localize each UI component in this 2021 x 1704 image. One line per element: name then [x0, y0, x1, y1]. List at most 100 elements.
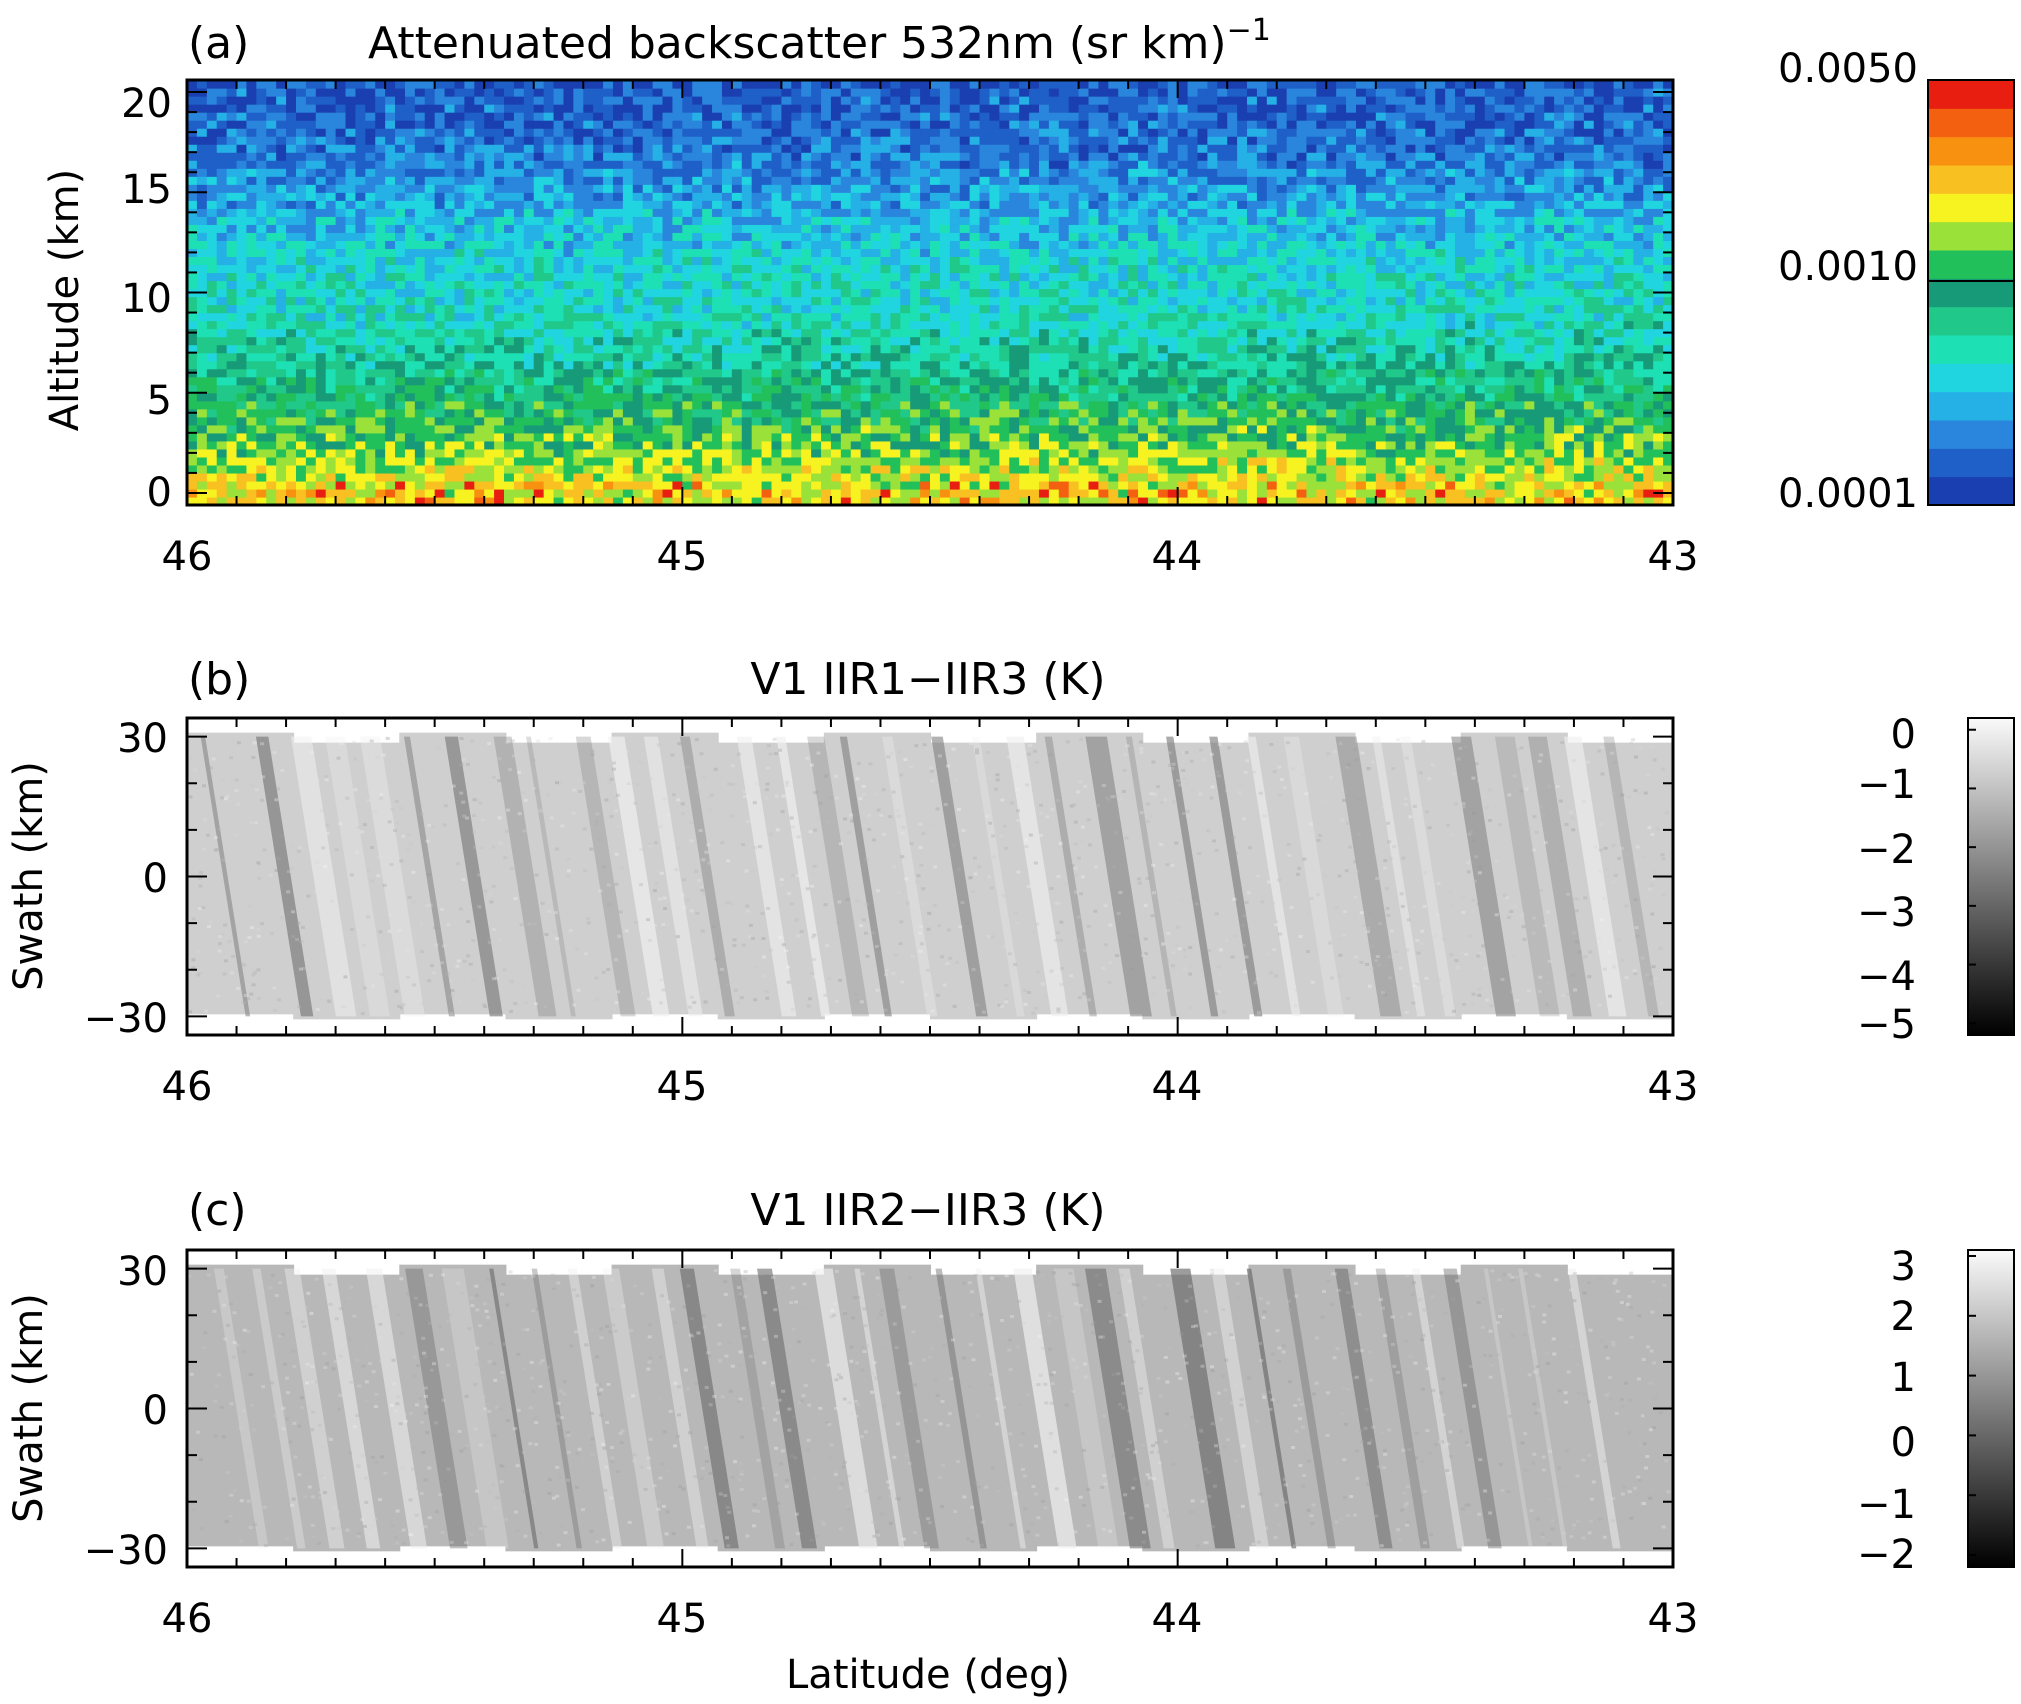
heat-cell [702, 400, 713, 410]
heat-cell [256, 328, 267, 338]
heat-cell [1346, 368, 1357, 378]
heat-cell [1296, 496, 1308, 506]
heat-cell [1593, 472, 1605, 482]
heat-cell [494, 432, 505, 442]
heat-cell [464, 240, 475, 249]
heat-cell [1613, 312, 1625, 322]
heat-cell [999, 352, 1010, 362]
heat-cell [1474, 336, 1486, 346]
heat-cell [781, 304, 792, 314]
heat-cell [345, 456, 357, 466]
heat-cell [1187, 464, 1199, 474]
heat-cell [821, 344, 832, 354]
heat-cell [712, 352, 723, 362]
heat-cell [1455, 392, 1466, 402]
heat-cell [1583, 360, 1595, 370]
heat-cell [543, 240, 555, 249]
heat-cell [721, 352, 733, 362]
heat-cell [434, 336, 446, 346]
heat-cell [1415, 480, 1426, 490]
heat-cell [1266, 368, 1278, 378]
heat-cell [187, 352, 198, 362]
heat-cell [325, 368, 337, 378]
heat-cell [771, 344, 782, 354]
heat-cell [731, 384, 743, 394]
heat-cell [880, 248, 891, 258]
heat-cell [821, 416, 832, 426]
heat-cell [1534, 240, 1545, 249]
heat-cell [870, 280, 882, 290]
heat-cell [1603, 424, 1615, 434]
heat-cell [266, 288, 277, 298]
heat-cell [1494, 448, 1506, 458]
heat-cell [305, 416, 317, 426]
heat-cell [1217, 304, 1228, 314]
heat-cell [989, 264, 1000, 274]
heat-cell [196, 416, 208, 426]
heat-cell [612, 368, 624, 378]
heat-cell [196, 448, 208, 458]
heat-cell [1138, 288, 1149, 298]
heat-cell [1583, 488, 1595, 498]
heat-cell [494, 280, 505, 290]
heat-cell [860, 256, 872, 266]
heat-cell [900, 480, 911, 490]
heat-cell [1197, 496, 1208, 506]
heat-cell [504, 408, 515, 418]
heat-cell [1167, 472, 1179, 482]
heat-cell [553, 264, 565, 274]
heat-cell [999, 368, 1010, 378]
heat-cell [860, 440, 872, 450]
heat-cell [761, 264, 773, 274]
heat-cell [1573, 496, 1585, 506]
heat-cell [1217, 464, 1228, 474]
heat-cell [1217, 344, 1228, 354]
heat-cell [1336, 248, 1347, 258]
heat-cell [781, 256, 792, 266]
heat-cell [910, 304, 921, 314]
heat-cell [642, 384, 654, 394]
heat-cell [880, 336, 891, 346]
heat-cell [474, 360, 485, 370]
heat-cell [1435, 256, 1446, 266]
heat-cell [1256, 280, 1268, 290]
heat-cell [593, 424, 604, 434]
heat-cell [216, 296, 228, 306]
heat-cell [1019, 488, 1030, 498]
heat-cell [712, 392, 723, 402]
heat-cell [1227, 400, 1238, 410]
heat-cell [612, 280, 624, 290]
heat-cell [236, 368, 248, 378]
heat-cell [969, 368, 981, 378]
heat-cell [206, 448, 218, 458]
heat-cell [622, 256, 634, 266]
heat-cell [712, 432, 723, 442]
heat-cell [444, 392, 456, 402]
heat-cell [1128, 296, 1139, 306]
heat-cell [1583, 336, 1595, 346]
heat-cell [335, 352, 347, 362]
heat-cell [1128, 424, 1139, 434]
heat-cell [1573, 336, 1585, 346]
heat-cell [1286, 296, 1298, 306]
heat-cell [325, 312, 337, 322]
heat-cell [682, 368, 693, 378]
heat-cell [632, 400, 644, 410]
heat-cell [959, 472, 971, 482]
heat-cell [1058, 496, 1070, 506]
heat-cell [1118, 440, 1129, 450]
heat-cell [414, 368, 426, 378]
heat-cell [395, 496, 406, 506]
heat-cell [622, 488, 634, 498]
heat-cell [256, 400, 267, 410]
heat-cell [999, 264, 1010, 274]
heat-cell [1633, 472, 1644, 482]
heat-cell [593, 488, 604, 498]
heat-cell [1435, 496, 1446, 506]
heat-cell [741, 288, 753, 298]
heat-cell [969, 384, 981, 394]
heat-cell [1593, 496, 1605, 506]
heat-cell [1078, 480, 1090, 490]
heat-cell [900, 256, 911, 266]
heat-cell [692, 424, 703, 434]
